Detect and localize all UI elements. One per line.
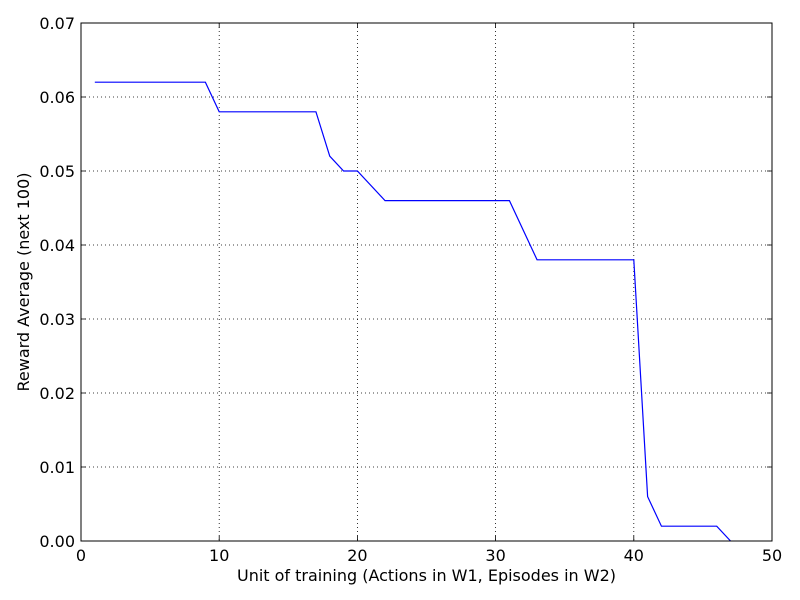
y-tick-label: 0.02 <box>39 384 75 403</box>
y-tick-label: 0.03 <box>39 310 75 329</box>
series-line <box>94 81 731 542</box>
y-axis-label: Reward Average (next 100) <box>14 172 33 391</box>
x-tick-label: 0 <box>76 546 86 565</box>
x-tick-labels: 0 10 20 30 40 50 <box>76 546 782 565</box>
plot-frame <box>80 22 773 542</box>
series-group <box>94 81 731 542</box>
x-tick-label: 10 <box>209 546 229 565</box>
y-tick-label: 0.05 <box>39 162 75 181</box>
y-tick-label: 0.04 <box>39 236 75 255</box>
y-tick-labels: 0.00 0.01 0.02 0.03 0.04 0.05 0.06 0.07 <box>39 14 75 551</box>
y-tick-label: 0.00 <box>39 532 75 551</box>
x-tick-label: 30 <box>485 546 505 565</box>
grid-lines <box>80 22 773 542</box>
tick-marks <box>80 22 773 542</box>
y-tick-label: 0.07 <box>39 14 75 33</box>
y-tick-label: 0.01 <box>39 458 75 477</box>
y-tick-label: 0.06 <box>39 88 75 107</box>
x-tick-label: 40 <box>624 546 644 565</box>
x-axis-label: Unit of training (Actions in W1, Episode… <box>237 566 616 585</box>
x-tick-label: 50 <box>762 546 782 565</box>
x-tick-label: 20 <box>347 546 367 565</box>
